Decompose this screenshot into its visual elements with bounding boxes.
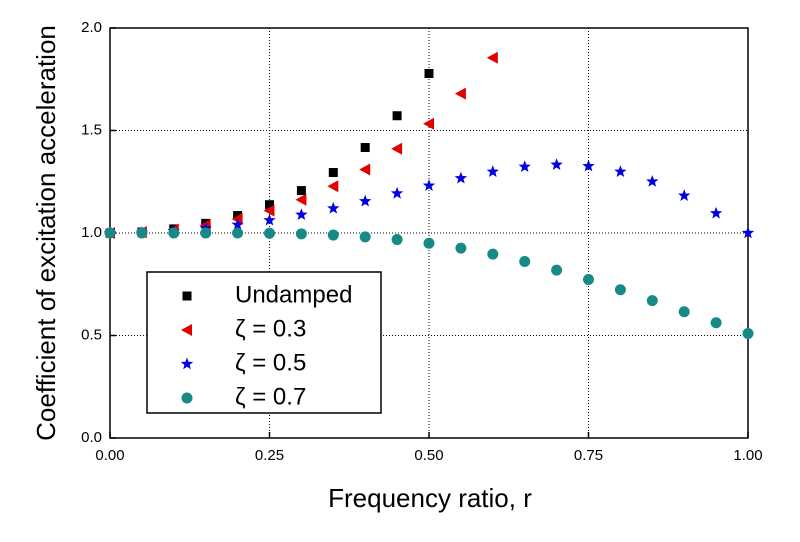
y-tick-label: 1.5 xyxy=(81,121,102,138)
marker xyxy=(264,227,275,239)
marker xyxy=(454,171,468,184)
marker xyxy=(614,165,627,177)
marker xyxy=(646,175,659,187)
marker xyxy=(200,227,212,239)
legend-marker xyxy=(181,392,193,404)
marker xyxy=(295,208,308,221)
marker xyxy=(583,274,594,286)
legend-label: Undamped xyxy=(235,281,352,308)
marker xyxy=(327,180,339,193)
marker xyxy=(454,87,466,100)
marker xyxy=(424,69,434,79)
y-tick-label: 0.0 xyxy=(81,429,102,446)
x-tick-label: 0.50 xyxy=(414,447,443,464)
marker xyxy=(486,51,498,64)
legend-marker xyxy=(182,291,192,301)
x-tick-label: 0.25 xyxy=(255,447,284,464)
x-tick-label: 1.00 xyxy=(733,447,762,464)
x-axis-title: Frequency ratio, r xyxy=(328,483,532,513)
legend-label: ζ = 0.3 xyxy=(235,315,306,342)
marker xyxy=(392,111,402,121)
marker xyxy=(104,227,116,239)
legend-label: ζ = 0.7 xyxy=(235,383,306,410)
legend-marker xyxy=(180,357,194,370)
marker xyxy=(519,255,531,267)
y-axis-title: Coefficient of excitation acceleration xyxy=(31,25,61,441)
marker xyxy=(742,327,754,339)
marker xyxy=(233,211,243,221)
marker xyxy=(263,213,276,226)
marker xyxy=(359,231,371,243)
marker xyxy=(646,295,658,307)
y-tick-label: 1.0 xyxy=(81,224,102,241)
y-tick-label: 2.0 xyxy=(81,19,102,36)
marker xyxy=(582,159,595,172)
y-tick-label: 0.5 xyxy=(81,326,102,343)
marker xyxy=(487,248,499,260)
marker xyxy=(328,168,338,178)
marker xyxy=(263,204,275,217)
marker xyxy=(390,186,404,199)
marker xyxy=(678,306,690,318)
marker xyxy=(360,143,370,153)
legend-label: ζ = 0.5 xyxy=(235,349,306,376)
marker xyxy=(455,242,467,254)
marker xyxy=(359,194,372,207)
marker xyxy=(359,163,371,176)
marker xyxy=(678,189,691,201)
marker xyxy=(551,264,563,276)
marker xyxy=(136,227,148,239)
marker xyxy=(391,142,403,155)
marker xyxy=(265,200,274,210)
legend-marker xyxy=(181,324,192,336)
marker xyxy=(327,229,339,241)
marker xyxy=(423,237,435,249)
marker xyxy=(391,234,403,246)
marker xyxy=(518,160,531,173)
marker xyxy=(295,193,307,206)
marker xyxy=(168,227,180,239)
x-tick-label: 0.75 xyxy=(574,447,603,464)
marker xyxy=(327,201,340,214)
marker xyxy=(296,186,306,196)
marker xyxy=(614,284,626,296)
marker xyxy=(423,117,434,130)
marker xyxy=(232,227,244,239)
marker xyxy=(422,179,436,191)
marker xyxy=(710,317,722,329)
marker xyxy=(295,228,307,240)
marker xyxy=(486,165,499,177)
marker xyxy=(231,218,244,231)
x-tick-label: 0.00 xyxy=(95,447,124,464)
marker xyxy=(550,158,563,170)
marker xyxy=(741,226,755,239)
marker xyxy=(709,206,723,219)
marker xyxy=(231,213,243,226)
